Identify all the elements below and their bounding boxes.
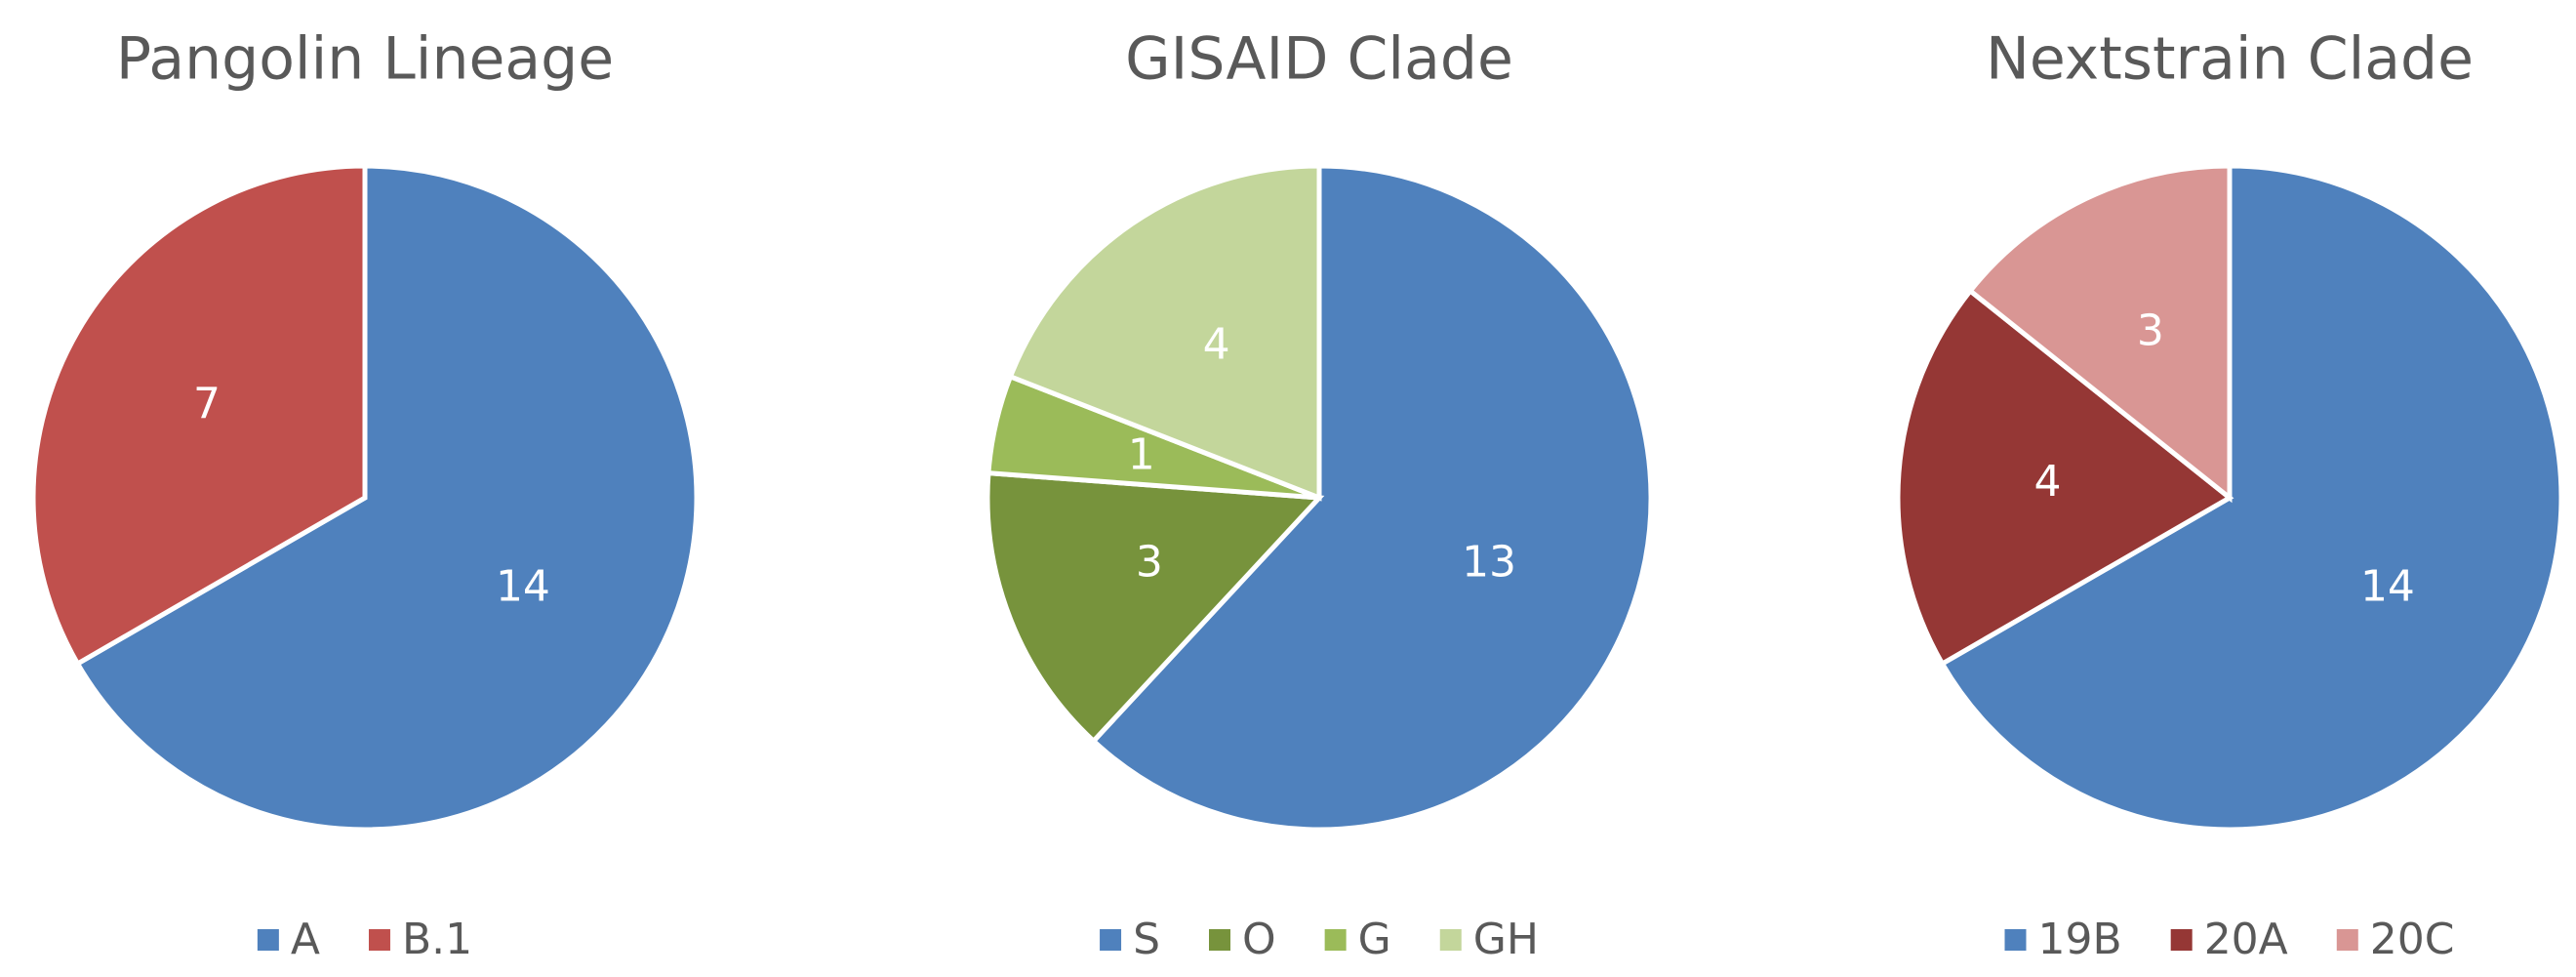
legend-label: A xyxy=(291,915,320,964)
legend-swatch xyxy=(1209,929,1230,951)
pie-slice xyxy=(1007,163,1322,502)
chart-title: Nextstrain Clade xyxy=(1986,25,2474,94)
data-label: 7 xyxy=(193,380,221,429)
pie-slice xyxy=(30,163,368,668)
pie-slice xyxy=(985,469,1325,745)
pie-slice xyxy=(74,163,700,833)
legend-swatch xyxy=(257,929,279,951)
legend-label: 20C xyxy=(2370,915,2455,964)
legend-swatch xyxy=(2336,929,2358,951)
legend-label: 20A xyxy=(2204,915,2288,964)
pie-slice xyxy=(1939,163,2564,833)
chart-title: GISAID Clade xyxy=(1125,25,1513,94)
legend-label: B.1 xyxy=(402,915,472,964)
pie-slice xyxy=(1895,287,2234,668)
legend-label: S xyxy=(1133,915,1160,964)
data-label: 1 xyxy=(1128,429,1155,479)
data-label: 14 xyxy=(496,562,550,612)
pie-slice xyxy=(1966,163,2233,504)
legend-label: 19B xyxy=(2038,915,2122,964)
data-label: 3 xyxy=(2137,306,2164,356)
data-label: 13 xyxy=(1462,537,1516,587)
pie-slice xyxy=(1090,163,1654,833)
legend-label: GH xyxy=(1473,915,1539,964)
legend-swatch xyxy=(368,929,390,951)
chart-title: Pangolin Lineage xyxy=(116,25,614,94)
legend: 19B 20A 20C xyxy=(2004,915,2455,964)
legend-swatch xyxy=(1100,929,1122,951)
data-label: 3 xyxy=(1136,537,1163,587)
legend-swatch xyxy=(1439,929,1462,951)
legend-swatch xyxy=(2004,929,2027,951)
legend: S O G GH xyxy=(1100,915,1539,964)
legend-swatch xyxy=(1324,929,1347,951)
legend: A B.1 xyxy=(257,915,472,964)
data-label: 4 xyxy=(1203,319,1230,369)
legend-label: O xyxy=(1242,915,1276,964)
data-label: 4 xyxy=(2034,457,2062,507)
legend-swatch xyxy=(2170,929,2193,951)
data-label: 14 xyxy=(2360,562,2415,612)
legend-label: G xyxy=(1358,915,1391,964)
